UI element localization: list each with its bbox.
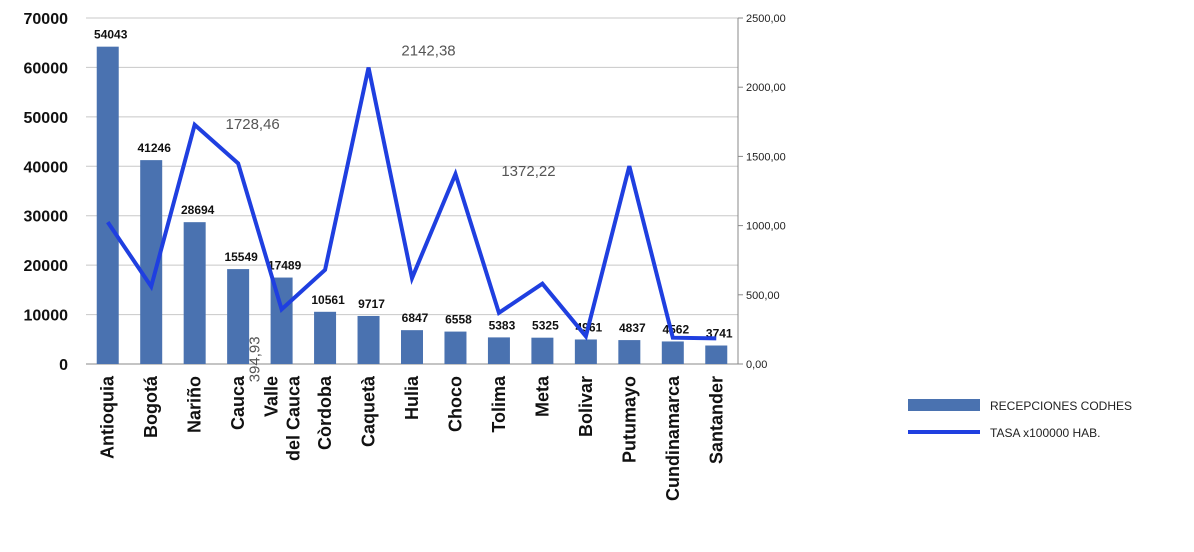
y-right-tick-label: 1500,00 xyxy=(746,151,786,163)
category-label-line: Cundinamarca xyxy=(663,375,683,501)
y-left-tick-label: 20000 xyxy=(24,258,69,275)
line-data-label: 2142,38 xyxy=(401,42,455,59)
y-left-tick-label: 30000 xyxy=(24,209,69,226)
bar xyxy=(401,330,423,364)
line-data-label: 394,93 xyxy=(247,336,264,382)
category-label: Bogotá xyxy=(141,375,161,438)
bar xyxy=(661,341,684,364)
bar-data-label: 9717 xyxy=(358,297,385,311)
bar xyxy=(96,46,119,364)
bar-data-label: 4562 xyxy=(662,322,689,336)
category-label-line: Caquetà xyxy=(359,375,379,447)
line-data-label: 1372,22 xyxy=(501,163,555,180)
legend-swatch-bars xyxy=(908,399,980,411)
y-left-tick-label: 40000 xyxy=(24,159,69,176)
bar xyxy=(183,222,206,364)
bar xyxy=(314,311,337,364)
category-label-line: Meta xyxy=(532,375,552,417)
bar xyxy=(705,345,728,364)
category-label-line: Santander xyxy=(706,376,726,464)
y-left-tick-label: 10000 xyxy=(24,308,69,325)
bar-data-label: 5325 xyxy=(532,319,559,333)
category-label-line: Bogotá xyxy=(141,375,161,438)
category-label-line: Choco xyxy=(445,376,465,432)
bar-data-label: 6558 xyxy=(445,313,472,327)
bar xyxy=(444,331,467,364)
bar xyxy=(270,277,293,364)
y-left-tick-label: 50000 xyxy=(24,110,69,127)
bar xyxy=(140,160,163,364)
line-data-label: 1728,46 xyxy=(226,116,280,133)
category-label: Còrdoba xyxy=(315,375,335,450)
bar xyxy=(487,337,510,364)
category-label-line: Putumayo xyxy=(619,376,639,463)
bar-data-label: 17489 xyxy=(268,259,302,273)
bar xyxy=(357,315,380,364)
category-label-line: Antioquia xyxy=(98,375,118,459)
category-label: Caquetà xyxy=(359,375,379,447)
y-left-tick-label: 70000 xyxy=(24,11,69,28)
y-left-tick-label: 60000 xyxy=(24,60,69,77)
legend-label-bars: RECEPCIONES CODHES xyxy=(990,399,1132,413)
category-label: Tolima xyxy=(489,375,509,433)
bar-data-label: 41246 xyxy=(138,141,172,155)
bar-data-label: 54043 xyxy=(94,28,128,42)
bar-data-label: 6847 xyxy=(402,311,429,325)
y-right-tick-label: 2500,00 xyxy=(746,13,786,25)
bar xyxy=(531,337,554,364)
category-label-line: Nariño xyxy=(185,376,205,433)
bar xyxy=(574,339,597,364)
category-label-line: Tolima xyxy=(489,375,509,433)
category-label: Bolivar xyxy=(576,376,596,437)
category-label: Meta xyxy=(532,375,552,417)
category-label-line: Bolivar xyxy=(576,376,596,437)
category-label: Choco xyxy=(445,376,465,432)
y-right-tick-label: 0,00 xyxy=(746,359,767,371)
y-right-tick-label: 500,00 xyxy=(746,290,780,302)
category-label: Cundinamarca xyxy=(663,375,683,501)
y-right-tick-label: 1000,00 xyxy=(746,221,786,233)
category-label: Valle del Cauca xyxy=(262,375,304,461)
bar-data-label: 5383 xyxy=(489,318,516,332)
category-label-line: Còrdoba xyxy=(315,375,335,450)
rate-line xyxy=(106,67,717,341)
category-label: Cauca xyxy=(228,375,248,430)
bar-data-label: 4837 xyxy=(619,321,646,335)
bar xyxy=(227,269,250,364)
bar xyxy=(618,340,641,364)
bar-data-label: 28694 xyxy=(181,203,215,217)
category-label-line: Cauca xyxy=(228,375,248,430)
category-label-line: Hulia xyxy=(402,375,422,420)
category-label-line: Valle xyxy=(262,376,282,417)
category-label: Antioquia xyxy=(98,375,118,459)
category-label: Santander xyxy=(706,376,726,464)
y-right-tick-label: 2000,00 xyxy=(746,82,786,94)
y-left-tick-label: 0 xyxy=(59,357,68,374)
category-label: Hulia xyxy=(402,375,422,420)
category-label: Nariño xyxy=(185,376,205,433)
bar-data-label: 15549 xyxy=(224,250,258,264)
legend-label-line: TASA x100000 HAB. xyxy=(990,426,1101,440)
bar-data-label: 10561 xyxy=(311,293,345,307)
category-label-line: del Cauca xyxy=(284,375,304,461)
category-label: Putumayo xyxy=(619,376,639,463)
